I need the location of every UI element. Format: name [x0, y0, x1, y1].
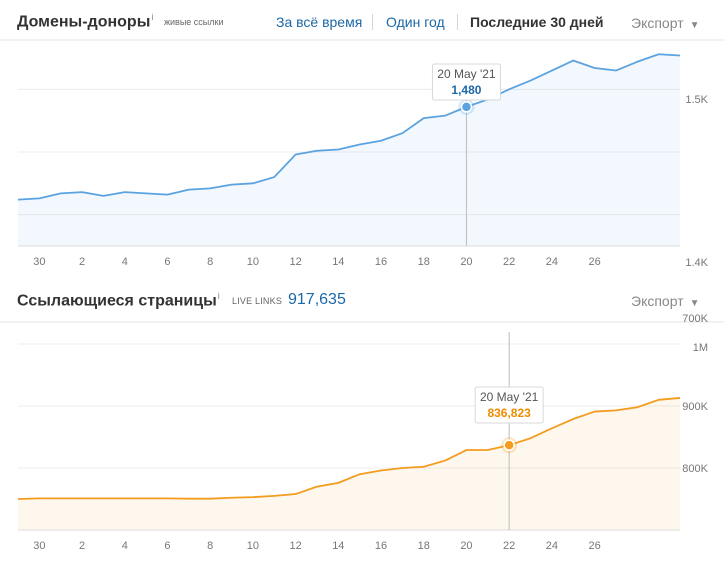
- y-tick-label: 800K: [682, 463, 708, 475]
- x-tick-label: 10: [247, 256, 259, 268]
- chart2-total: 917,635: [288, 291, 346, 308]
- tab-divider: [457, 14, 458, 30]
- export-label: Экспорт: [631, 293, 684, 309]
- x-tick-label: 20: [460, 540, 472, 552]
- x-tick-label: 26: [588, 540, 600, 552]
- tab-all-time[interactable]: За всё время: [276, 14, 363, 30]
- y-tick-label: 1.5K: [685, 94, 708, 106]
- x-tick-label: 26: [588, 256, 600, 268]
- x-tick-label: 24: [546, 540, 558, 552]
- tooltip-value: 836,823: [487, 406, 531, 420]
- x-tick-label: 16: [375, 540, 387, 552]
- y-tick-label: 1M: [693, 342, 708, 354]
- series-area: [18, 54, 680, 247]
- y-tick-label: 700K: [682, 313, 708, 325]
- x-tick-label: 30: [33, 256, 45, 268]
- hover-point: [460, 101, 473, 113]
- chart1-title: Домены-донорыi: [17, 12, 153, 31]
- hover-point: [503, 439, 515, 451]
- x-tick-label: 20: [460, 256, 472, 268]
- chart2-title: Ссылающиеся страницыi: [17, 291, 220, 310]
- x-tick-label: 24: [546, 256, 558, 268]
- tab-divider: [372, 14, 373, 30]
- chevron-down-icon: ▼: [689, 20, 700, 31]
- x-tick-label: 4: [122, 540, 128, 552]
- x-tick-label: 4: [122, 256, 128, 268]
- x-tick-label: 2: [79, 256, 85, 268]
- x-tick-label: 22: [503, 256, 515, 268]
- chart1-info-icon[interactable]: i: [151, 12, 154, 22]
- x-tick-label: 22: [503, 540, 515, 552]
- x-tick-label: 12: [289, 540, 301, 552]
- y-tick-label: 1.4K: [685, 257, 708, 269]
- chart2-subtitle: LIVE LINKS: [232, 296, 283, 306]
- x-tick-label: 8: [207, 540, 213, 552]
- chevron-down-icon: ▼: [689, 298, 700, 309]
- chart1-export-button[interactable]: Экспорт ▼: [631, 15, 700, 31]
- x-tick-label: 14: [332, 540, 344, 552]
- x-tick-label: 18: [418, 256, 430, 268]
- chart2-title-text: Ссылающиеся страницы: [17, 292, 217, 310]
- tab-last-30-days[interactable]: Последние 30 дней: [470, 14, 604, 30]
- tooltip-date: 20 May '21: [437, 67, 496, 81]
- tooltip-box: [431, 63, 501, 101]
- series-line: [17, 53, 681, 201]
- chart1-subtitle: живые ссылки: [164, 17, 224, 27]
- export-label: Экспорт: [631, 15, 684, 31]
- x-tick-label: 16: [375, 256, 387, 268]
- x-tick-label: 8: [207, 256, 213, 268]
- x-tick-label: 30: [33, 540, 45, 552]
- x-tick-label: 12: [289, 256, 301, 268]
- x-tick-label: 14: [332, 256, 344, 268]
- x-tick-label: 6: [164, 256, 170, 268]
- series-line: [17, 397, 681, 500]
- x-tick-label: 2: [79, 540, 85, 552]
- tab-one-year[interactable]: Один год: [386, 14, 445, 30]
- tooltip-date: 20 May '21: [480, 390, 539, 404]
- chart2-info-icon[interactable]: i: [217, 291, 220, 301]
- x-tick-label: 18: [418, 540, 430, 552]
- chart1-title-text: Домены-доноры: [17, 13, 151, 31]
- tooltip-box: [474, 386, 544, 424]
- y-tick-label: 900K: [682, 401, 708, 413]
- x-tick-label: 10: [247, 540, 259, 552]
- tooltip-value: 1,480: [451, 83, 481, 97]
- series-area: [18, 397, 680, 530]
- x-tick-label: 6: [164, 540, 170, 552]
- chart2-export-button[interactable]: Экспорт ▼: [631, 293, 700, 309]
- period-tabs: За всё время Один год Последние 30 дней: [0, 0, 724, 40]
